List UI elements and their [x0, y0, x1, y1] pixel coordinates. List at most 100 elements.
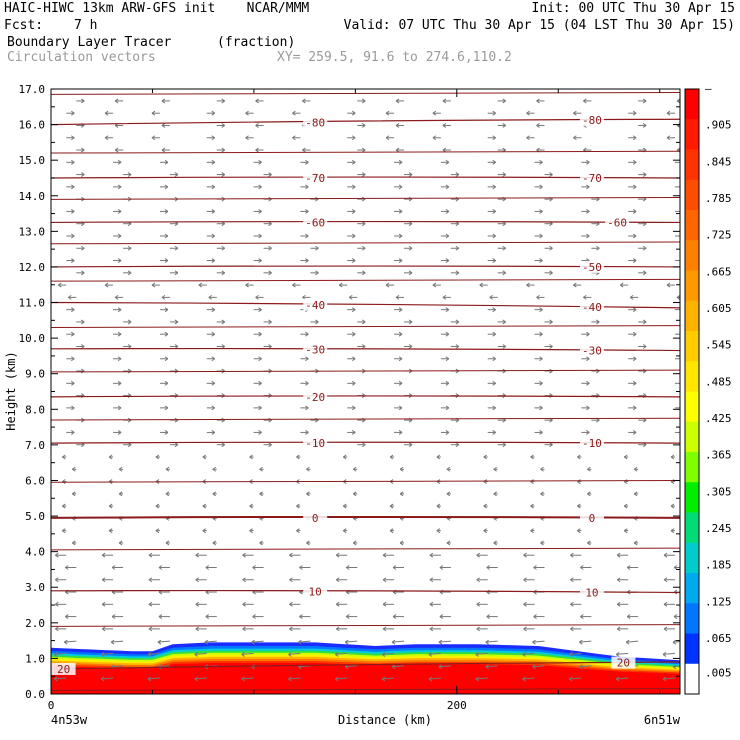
circulation-vector-head [211, 307, 216, 313]
circulation-vector-head [523, 577, 527, 583]
circulation-vector-head [549, 172, 553, 178]
contour-label: 10 [309, 586, 322, 599]
circulation-vector [616, 677, 629, 680]
circulation-vector-head [361, 98, 366, 104]
circulation-vector-head [642, 344, 647, 349]
circulation-vector-head [539, 356, 543, 362]
circulation-vector-head [204, 639, 209, 645]
circulation-vector-head [305, 430, 309, 435]
circulation-vector-head [174, 319, 179, 325]
circulation-vector-head [55, 601, 59, 607]
circulation-vector-head [596, 319, 600, 325]
circulation-vector-head [351, 135, 356, 141]
xy-endpoints: XY= 259.5, 91.6 to 274.6,110.2 [277, 50, 512, 65]
circulation-vector-head [55, 552, 59, 558]
contour-label-bg [579, 171, 604, 184]
circulation-vector-head [211, 331, 216, 337]
temperature-contour-line [51, 197, 680, 200]
circulation-vector-head [71, 307, 75, 313]
circulation-vector-head [579, 664, 583, 670]
y-tick-label: 15.0 [19, 154, 46, 167]
circulation-vector [194, 652, 207, 655]
contour-label: -40 [305, 299, 325, 312]
circulation-vector-head [483, 528, 487, 534]
circulation-vector-head [118, 491, 123, 497]
contour-label: -80 [582, 114, 602, 127]
circulation-vector-head [202, 503, 207, 509]
circulation-vector-head [586, 184, 590, 190]
circulation-vector-head [245, 110, 249, 116]
contour-label-bg [303, 511, 328, 524]
colorbar-label: .425 [705, 412, 732, 425]
circulation-vector-head [72, 540, 76, 546]
colorbar-swatch [685, 603, 699, 634]
circulation-vector-head [361, 319, 366, 325]
contour-label-bg [579, 260, 604, 273]
circulation-vector-head [580, 614, 584, 620]
circulation-vector-head [626, 565, 631, 570]
circulation-vector-head [642, 98, 647, 104]
circulation-vector-head [392, 614, 397, 620]
circulation-vector-head [596, 245, 600, 251]
circulation-vector-head [476, 577, 480, 583]
circulation-vector-head [445, 258, 450, 263]
circulation-vector-head [351, 356, 356, 362]
contour-label-bg [611, 656, 636, 669]
circulation-vector-head [292, 135, 296, 141]
circulation-vector [335, 677, 348, 680]
circulation-vector-head [117, 380, 122, 386]
circulation-vector-head [111, 614, 116, 620]
contour-label: 20 [57, 663, 70, 676]
circulation-vector-head [475, 652, 479, 657]
circulation-vector-head [62, 528, 66, 534]
circulation-vector-head [361, 270, 366, 276]
circulation-vector-head [361, 172, 366, 178]
circulation-vector [204, 640, 217, 643]
circulation-vector-head [526, 282, 530, 288]
circulation-vector-head [211, 233, 216, 239]
circulation-vector-head [587, 491, 591, 497]
circulation-vector-head [195, 626, 200, 632]
contour-label-bg [579, 344, 604, 357]
circulation-vector-head [205, 614, 210, 620]
y-tick-label: 1.0 [25, 652, 45, 665]
contour-label: -40 [582, 301, 602, 314]
circulation-vector-head [351, 110, 356, 116]
contour-label-bg [51, 662, 76, 675]
circulation-vector-head [455, 245, 460, 251]
circulation-vector-head [117, 209, 122, 214]
temperature-contour-line [51, 369, 680, 373]
colorbar-label: .065 [705, 632, 732, 645]
circulation-vector [241, 677, 254, 680]
circulation-vector-head [502, 270, 506, 276]
circulation-vector-head [492, 356, 496, 362]
colorbar-swatch [685, 542, 699, 574]
circulation-vector-head [351, 307, 356, 313]
contour-label: -60 [607, 216, 627, 229]
circulation-vector [475, 677, 488, 680]
circulation-vector [392, 665, 405, 668]
contour-label: -80 [305, 116, 325, 129]
circulation-vector-head [442, 123, 447, 128]
circulation-vector-head [632, 233, 637, 239]
temperature-contour-line [51, 92, 680, 95]
circulation-vector-head [352, 540, 357, 546]
contour-label: 0 [312, 512, 319, 525]
circulation-vector-head [583, 98, 587, 104]
contour-label: -60 [305, 216, 325, 229]
circulation-vector-head [428, 676, 433, 682]
circulation-vector-head [174, 172, 179, 178]
circulation-vector [626, 640, 639, 643]
circulation-vector-head [148, 552, 153, 558]
circulation-vector-head [455, 172, 460, 178]
circulation-vector-head [155, 503, 160, 509]
circulation-vector-head [211, 110, 216, 116]
circulation-vector-head [502, 245, 506, 251]
circulation-vector [532, 640, 545, 643]
circulation-vector-head [672, 664, 677, 670]
circulation-vector-head [298, 639, 302, 645]
circulation-vector-head [666, 135, 671, 141]
circulation-vector-head [486, 565, 490, 570]
circulation-vector-head [202, 528, 207, 534]
